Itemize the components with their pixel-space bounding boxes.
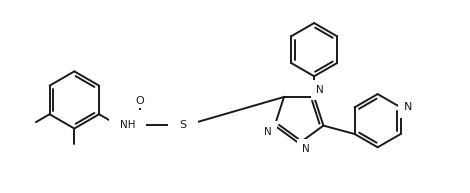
Text: N: N	[316, 85, 324, 95]
Text: S: S	[180, 120, 187, 130]
Text: N: N	[264, 127, 272, 137]
Text: N: N	[302, 144, 310, 154]
Text: NH: NH	[120, 120, 135, 130]
Text: N: N	[404, 102, 412, 112]
Text: O: O	[135, 96, 144, 106]
